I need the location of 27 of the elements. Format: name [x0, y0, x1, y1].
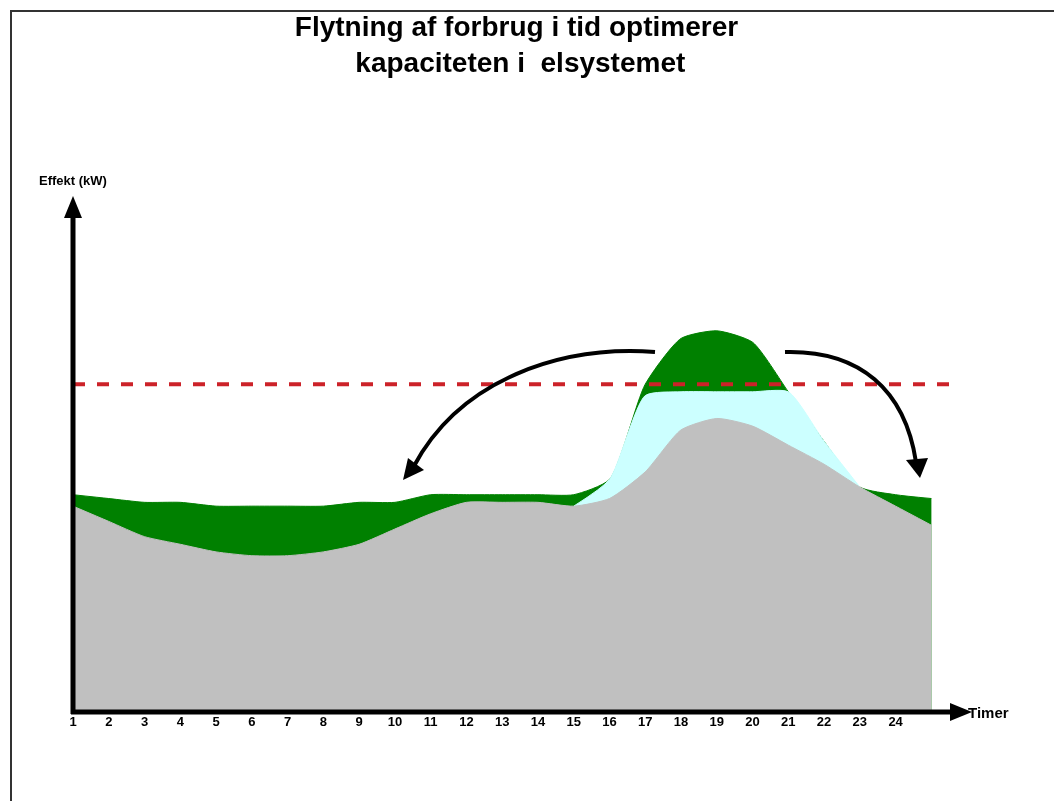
- x-tick-label: 21: [781, 714, 796, 729]
- x-tick-label: 18: [673, 714, 689, 729]
- x-tick-label: 24: [888, 714, 904, 729]
- chart-title: Flytning af forbrug i tid optimerer kapaciteten i elsystemet: [294, 11, 739, 79]
- x-axis-title: Timer: [968, 704, 1009, 721]
- x-tick-label: 2: [105, 714, 113, 729]
- x-tick-label: 15: [566, 714, 581, 729]
- x-tick-label: 8: [319, 714, 327, 729]
- x-tick-label: 12: [459, 714, 474, 729]
- x-tick-label: 7: [283, 714, 292, 729]
- x-tick-label: 19: [709, 714, 725, 729]
- x-tick-label: 23: [852, 714, 868, 729]
- x-tick-label: 10: [387, 714, 403, 729]
- x-tick-label: 9: [355, 714, 363, 729]
- x-tick-label: 22: [816, 714, 832, 729]
- x-tick-label: 17: [638, 714, 653, 729]
- x-tick-label: 5: [212, 714, 220, 729]
- x-tick-label: 16: [602, 714, 617, 729]
- x-tick-label: 20: [745, 714, 760, 729]
- x-tick-label: 11: [423, 714, 438, 729]
- text: Effekt (kW): [39, 173, 107, 188]
- x-tick-label: 14: [530, 714, 546, 729]
- x-tick-label: 3: [140, 714, 149, 729]
- x-tick-label: 13: [494, 714, 510, 729]
- x-tick-label: 6: [248, 714, 256, 729]
- x-tick-label: 1: [69, 714, 77, 729]
- x-tick-label: 4: [176, 714, 185, 729]
